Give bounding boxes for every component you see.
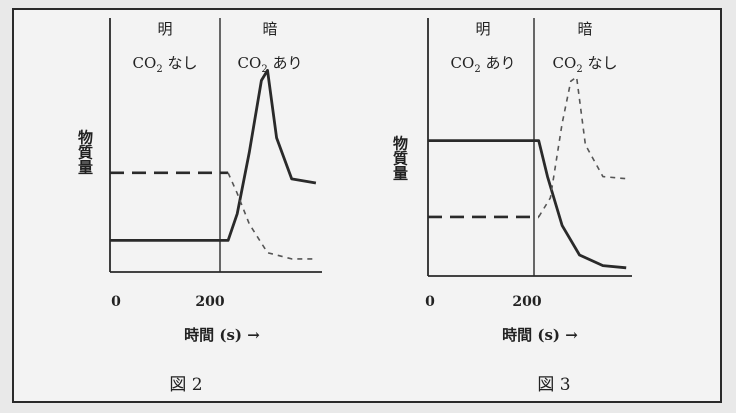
x-tick-label: 0 [425,294,435,310]
series-line-solid [110,68,317,242]
phase-light-label: 明 [475,20,490,38]
y-axis-label: 物質量 [76,129,94,175]
phase-dark-label: 暗 [262,20,277,38]
x-tick-label: 0 [111,294,121,310]
phase-co2-label: CO2 あり [238,54,303,75]
phase-co2-label: CO2 なし [133,54,198,75]
phase-light-label: 明 [157,20,172,38]
x-tick-label: 200 [512,294,541,310]
x-tick-label: 200 [195,294,224,310]
figure-caption: 図 2 [169,375,202,395]
y-axis-label: 物質量 [391,135,409,181]
chart-fig3: 明 CO2 あり 暗 CO2 なし 物質量 0 200 時間 (s) → 図 3 [391,18,632,395]
series-line-solid [428,139,627,270]
figure-frame [12,8,722,403]
series-line-dashed [227,172,316,260]
chart-fig2: 明 CO2 なし 暗 CO2 あり 物質量 0 200 時間 (s) → 図 2 [76,18,322,395]
phase-co2-label: CO2 あり [451,54,516,75]
phase-co2-label: CO2 なし [553,54,618,75]
figure-caption: 図 3 [537,375,570,395]
series-line-dashed [538,76,627,218]
x-axis-label: 時間 (s) → [502,326,578,344]
x-axis-label: 時間 (s) → [184,326,260,344]
phase-dark-label: 暗 [577,20,592,38]
